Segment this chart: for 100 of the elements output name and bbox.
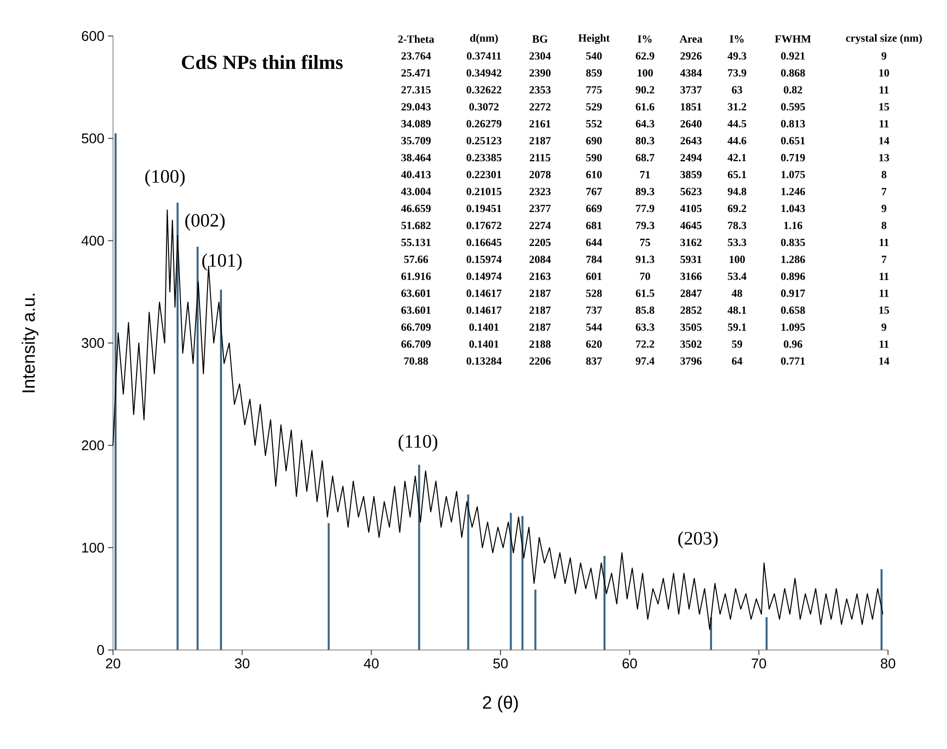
annotation: 79.3 [636,222,654,230]
annotation: 11 [880,86,889,94]
annotation: 15 [879,103,890,110]
annotation: 552 [586,120,602,128]
annotation: 859 [586,69,602,77]
annotation: 1.075 [782,170,805,178]
annotation: 48 [732,290,742,297]
annotation: 0.771 [781,357,805,365]
bar [766,617,768,650]
annotation: 620 [586,340,602,348]
annotation: 0.868 [781,69,805,77]
annotation: 5931 [680,256,702,264]
annotation: 80.3 [636,136,654,144]
annotation: 1.095 [782,323,805,331]
annotation: 61.5 [636,290,654,297]
x-tick-label: 60 [622,658,637,668]
annotation: 837 [586,357,602,365]
annotation: 2084 [530,256,551,264]
annotation: 63 [732,86,742,94]
annotation: 2187 [530,136,551,144]
annotation: 0.13284 [466,357,502,365]
annotation: 0.1401 [469,340,498,348]
bar [510,512,512,650]
annotation: 4645 [680,222,702,230]
annotation: 0.26279 [466,120,502,128]
bar [418,464,420,650]
y-tick-label: 100 [82,542,104,553]
annotation: 25.471 [401,69,431,77]
annotation: 49.3 [728,52,746,60]
annotation: 73.9 [728,69,746,77]
annotation: 91.3 [636,256,654,264]
annotation: 0.19451 [466,204,502,212]
annotation: 27.315 [401,86,431,94]
annotation: 2187 [530,306,551,314]
annotation: 0.34942 [466,69,502,77]
annotation: 62.9 [636,52,654,60]
annotation: 2390 [530,69,551,77]
annotation: 2187 [530,290,551,297]
annotation: 44.5 [728,120,746,128]
annotation: 3796 [680,357,702,365]
y-tick-label: 400 [82,236,104,246]
annotation: 61.6 [636,103,654,110]
annotation: 2353 [530,86,551,94]
annotation: 0.15974 [466,256,502,264]
annotation: 68.7 [636,154,654,162]
y-tick-label: 200 [82,440,104,450]
annotation: 0.25123 [466,136,502,144]
annotation: 66.709 [401,323,431,331]
annotation: 55.131 [401,238,431,246]
annotation: 540 [586,52,602,60]
annotation: 1851 [680,103,702,110]
annotation: 2494 [680,154,702,162]
annotation: 0.14617 [466,290,502,297]
annotation: 9 [882,204,886,212]
annotation: 3502 [680,340,702,348]
annotation: 75 [640,238,650,246]
annotation: I% [730,35,744,43]
y-tick-label: 0 [97,645,104,655]
annotation: 784 [586,256,602,264]
x-tick-label: 70 [752,658,766,668]
annotation: d(nm) [470,34,498,44]
annotation: 23.764 [401,52,431,60]
annotation: 90.2 [636,86,654,94]
annotation: 78.3 [728,222,746,230]
annotation: 0.658 [781,306,805,314]
annotation: 7 [882,188,886,196]
y-axis-title: Intensity a.u. [22,294,38,392]
annotation: 66.709 [401,340,431,348]
y-tick-label: 600 [82,31,104,41]
annotation: 0.651 [781,136,805,144]
annotation: 51.682 [401,222,431,230]
annotation: 57.66 [404,256,428,264]
annotation: 43.004 [401,188,431,196]
annotation: 42.1 [728,154,746,162]
annotation: (203) [678,531,718,549]
annotation: 2377 [530,204,551,212]
annotation: 1.246 [782,188,805,196]
annotation: I% [638,35,652,43]
annotation: 0.21015 [466,188,502,196]
annotation: 72.2 [636,340,654,348]
annotation: 775 [586,86,602,94]
annotation: 3859 [680,170,702,178]
annotation: 70 [640,272,650,280]
annotation: 0.23385 [466,154,502,162]
annotation: 1.043 [782,204,805,212]
y-tick-label: 300 [82,338,104,348]
annotation: 63.601 [401,306,431,314]
x-tick-label: 40 [364,658,379,668]
annotation: 4384 [680,69,702,77]
annotation: 11 [880,290,889,297]
annotation: 2163 [530,272,551,280]
bar [176,202,179,650]
annotation: 65.1 [728,170,746,178]
bar [328,523,330,650]
annotation: Area [680,35,702,43]
annotation: 0.896 [781,272,805,280]
annotation: 0.32622 [466,86,502,94]
annotation: 1.286 [782,256,805,264]
annotation: 70.88 [404,357,428,365]
annotation: 44.6 [728,136,746,144]
